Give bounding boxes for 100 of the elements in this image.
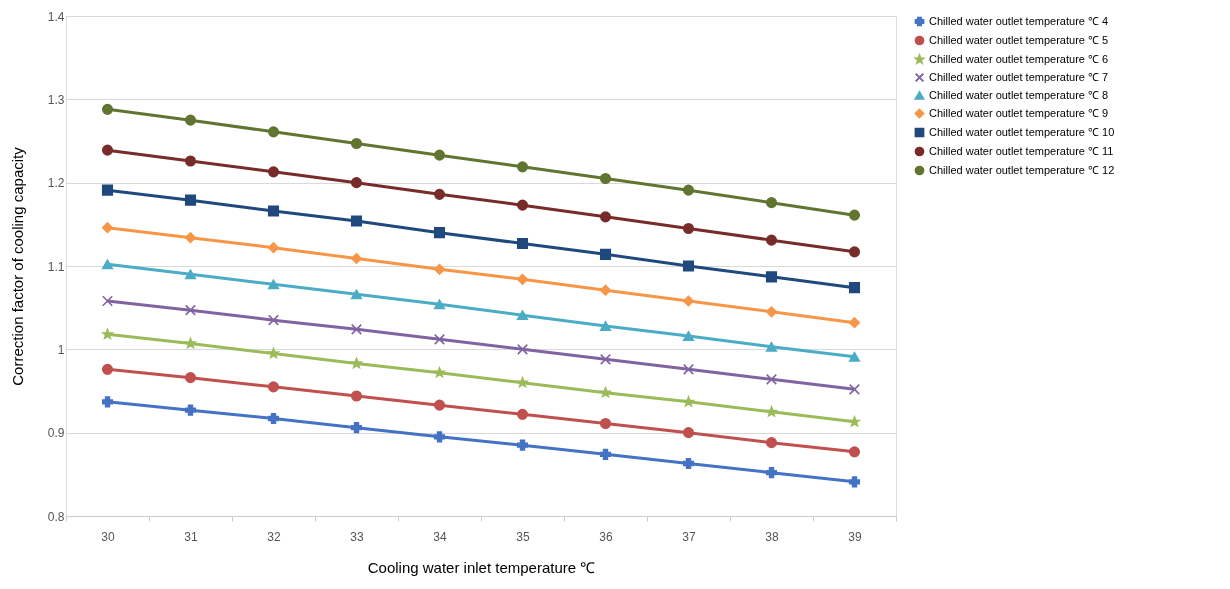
point [267, 166, 280, 178]
point [102, 328, 113, 339]
point [765, 197, 778, 209]
point [350, 252, 363, 265]
point [350, 215, 363, 227]
y-tick-label: 0.8 [47, 509, 65, 524]
point [682, 457, 695, 470]
point [848, 383, 861, 395]
legend-label: Chilled water outlet temperature ℃ 12 [929, 163, 1115, 176]
point [682, 427, 695, 439]
point [350, 323, 363, 335]
point [433, 399, 446, 411]
point [516, 199, 529, 211]
point [185, 337, 196, 349]
x-tick-label: 32 [267, 529, 281, 544]
x-tick-label: 35 [516, 529, 530, 544]
point [350, 137, 363, 150]
legend-label: Chilled water outlet temperature ℃ 10 [929, 125, 1115, 138]
point [683, 396, 694, 407]
point [267, 314, 280, 326]
point [599, 172, 612, 185]
point [766, 406, 777, 417]
point [433, 188, 446, 200]
legend-label: Chilled water outlet temperature ℃ 5 [929, 33, 1109, 46]
point [433, 431, 446, 443]
point [350, 177, 363, 189]
point [516, 237, 529, 250]
legend-label: Chilled water outlet temperature ℃ 11 [929, 144, 1114, 157]
legend-label: Chilled water outlet temperature ℃ 4 [929, 14, 1109, 27]
y-tick-label: 1.1 [47, 259, 65, 274]
point [267, 126, 280, 138]
point [599, 353, 612, 365]
x-tick-label: 30 [101, 529, 115, 544]
point [600, 387, 611, 398]
point [848, 246, 861, 258]
point [599, 211, 612, 223]
point [516, 273, 529, 285]
legend-label: Chilled water outlet temperature ℃ 7 [929, 70, 1109, 83]
point [599, 248, 612, 260]
point [765, 341, 778, 352]
point [765, 437, 778, 449]
point [765, 373, 778, 385]
point [267, 242, 280, 254]
point [184, 232, 197, 244]
point [765, 306, 778, 318]
point [267, 381, 280, 393]
point [848, 209, 861, 221]
point [433, 149, 446, 161]
point [517, 377, 528, 388]
point [184, 155, 197, 167]
point [351, 357, 362, 369]
y-tick-label: 1.3 [47, 92, 65, 107]
point [350, 289, 363, 300]
point [433, 263, 446, 275]
point [516, 310, 529, 321]
point [184, 194, 197, 206]
point [101, 363, 114, 375]
point [101, 103, 114, 115]
point [765, 271, 778, 283]
x-tick-label: 38 [765, 529, 779, 544]
x-tick-label: 39 [848, 529, 862, 544]
point [599, 284, 612, 296]
point [433, 333, 446, 345]
point [682, 363, 695, 375]
point [267, 412, 280, 425]
y-tick-label: 1.2 [47, 176, 65, 191]
point [184, 114, 197, 126]
y-tick-label: 0.9 [47, 426, 65, 441]
point [516, 343, 529, 355]
point [101, 259, 114, 270]
point [516, 408, 529, 420]
x-tick-label: 31 [184, 529, 198, 544]
point [184, 404, 197, 416]
point [848, 446, 861, 458]
point [682, 222, 695, 235]
point [765, 234, 778, 246]
x-tick-label: 37 [682, 529, 696, 544]
x-axis-title: Cooling water inlet temperature ℃ [367, 558, 596, 576]
point [599, 321, 612, 331]
point [184, 372, 197, 384]
y-axis-title: Correction factor of cooling capacity [8, 146, 26, 386]
point [350, 422, 363, 434]
point [682, 295, 695, 307]
point [433, 227, 446, 239]
point [516, 161, 529, 173]
point [682, 260, 695, 272]
point [848, 351, 861, 362]
point [101, 184, 114, 196]
point [101, 222, 114, 234]
point [267, 279, 280, 290]
point [848, 476, 861, 488]
point [848, 317, 861, 329]
point [184, 304, 197, 316]
point [848, 282, 861, 294]
legend-label: Chilled water outlet temperature ℃ 6 [929, 52, 1109, 65]
point [267, 205, 280, 217]
point [599, 417, 612, 430]
point [434, 367, 445, 378]
point [101, 396, 114, 408]
point [682, 331, 695, 341]
